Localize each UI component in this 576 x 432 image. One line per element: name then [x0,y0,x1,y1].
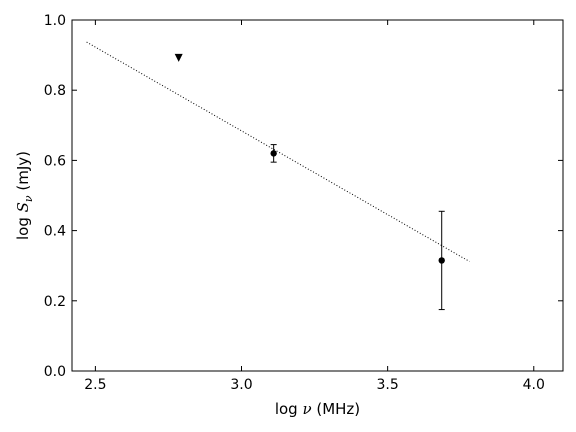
y-tick-label: 0.6 [44,153,66,169]
y-tick-label: 0.0 [44,364,66,380]
y-tick-label: 1.0 [44,13,66,29]
y-axis-label-symbol: S [14,202,32,212]
x-axis-label-suffix: (MHz) [312,400,361,418]
x-tick-label: 4.0 [523,377,545,393]
y-tick-label: 0.2 [44,294,66,310]
plot-frame [71,19,564,372]
y-tick-label: 0.8 [44,83,66,99]
plot-layer [86,41,470,311]
y-tick-label: 0.4 [44,224,66,240]
x-axis-label: log ν (MHz) [275,400,360,418]
x-axis-label-prefix: log [275,400,303,418]
tick-layer: 2.5 3.0 3.5 4.0 0.0 0.2 0.4 0.6 0.8 1.0 [44,13,563,393]
x-tick-label: 2.5 [84,377,106,393]
x-axis-label-symbol: ν [302,400,311,418]
y-axis-label-suffix: (mJy) [14,151,32,195]
y-axis-label-prefix: log [14,212,32,240]
x-tick-label: 3.5 [377,377,399,393]
upper-limit-point [174,53,183,62]
data-point [270,150,277,157]
x-tick-label: 3.0 [230,377,252,393]
y-axis-label: log Sν (mJy) [14,151,35,240]
y-axis-label-subscript: ν [22,195,35,202]
data-point [438,257,445,264]
